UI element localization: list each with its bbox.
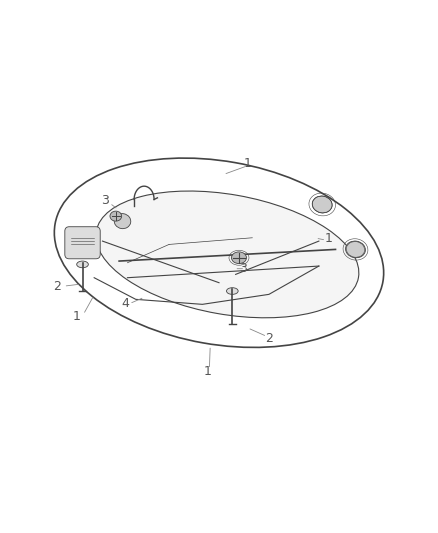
Text: 1: 1	[244, 157, 251, 170]
Text: 2: 2	[265, 332, 273, 345]
Ellipse shape	[226, 288, 238, 294]
Ellipse shape	[114, 214, 131, 229]
Ellipse shape	[346, 241, 365, 258]
Ellipse shape	[231, 252, 247, 263]
FancyBboxPatch shape	[65, 227, 100, 259]
Ellipse shape	[96, 191, 359, 318]
Text: 3: 3	[101, 195, 109, 207]
Text: 2: 2	[53, 280, 61, 293]
Text: 1: 1	[73, 310, 81, 324]
Ellipse shape	[312, 196, 332, 213]
Ellipse shape	[110, 211, 122, 221]
Text: 1: 1	[204, 365, 212, 378]
Text: 3: 3	[239, 262, 247, 275]
Text: 1: 1	[325, 231, 332, 245]
Ellipse shape	[77, 261, 88, 268]
Text: 4: 4	[121, 297, 129, 310]
